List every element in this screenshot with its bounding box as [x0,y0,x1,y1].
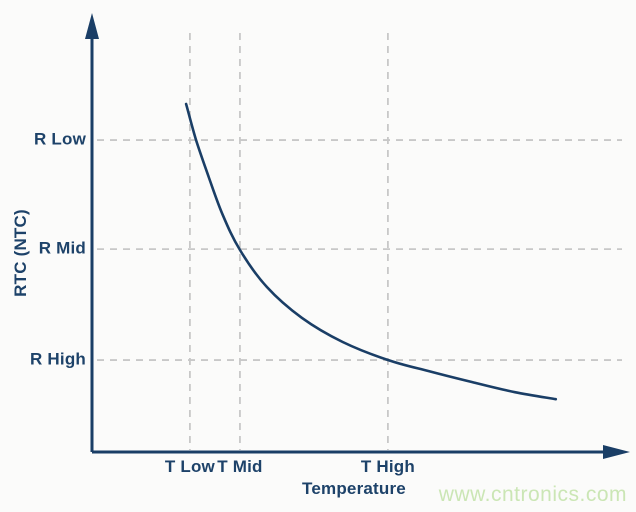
x-axis-arrow-icon [603,445,630,459]
ntc-curve [184,102,558,401]
x-axis-title: Temperature [302,479,406,498]
horizontal-gridlines [97,139,622,361]
watermark: www.cntronics.com [438,483,627,506]
y-axis-arrow-icon [85,13,99,39]
y-tick-label: R Low [34,129,86,149]
x-tick-label: T Mid [217,457,263,476]
x-tick-label: T Low [164,457,215,476]
y-axis-title: RTC (NTC) [11,209,30,297]
x-tick-label: T High [360,457,415,476]
x-axis [92,445,630,459]
y-tick-label: R High [30,349,86,369]
vertical-gridlines [189,33,389,450]
y-axis [85,13,99,452]
y-tick-label: R Mid [38,238,86,258]
